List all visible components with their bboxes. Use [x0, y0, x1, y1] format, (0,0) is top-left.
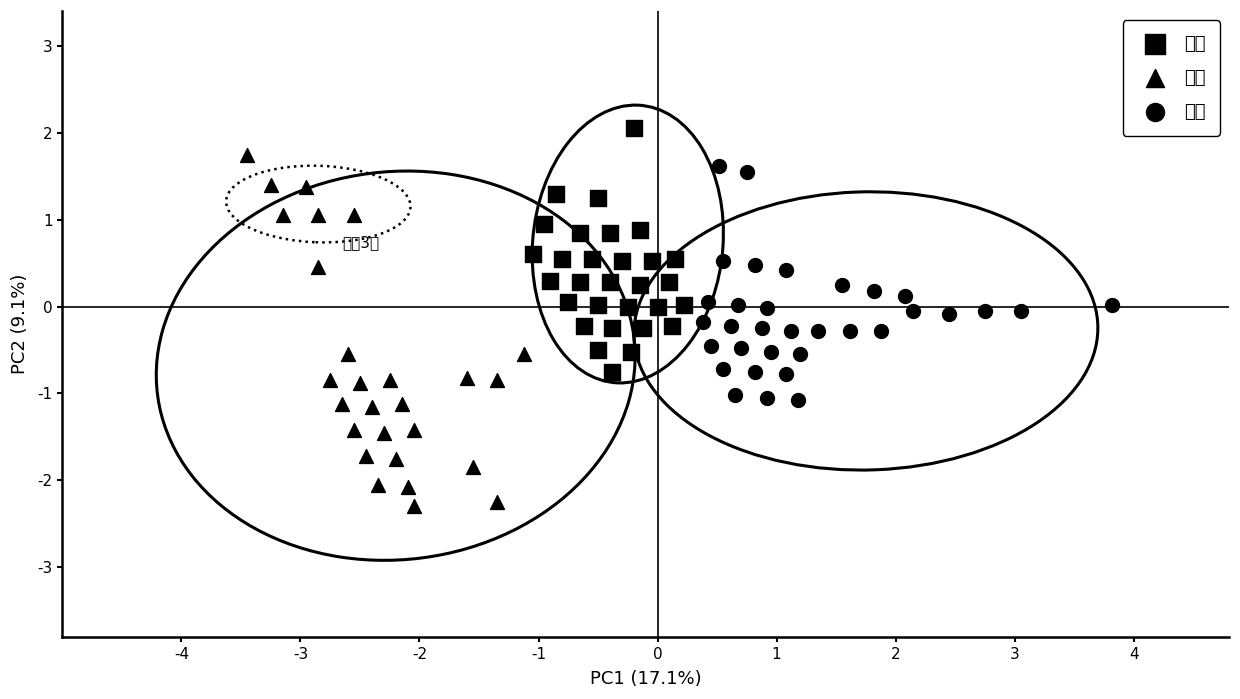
贵州: [368, 479, 388, 490]
云南: [1102, 299, 1122, 310]
云南: [872, 325, 892, 336]
河南: [611, 256, 631, 267]
Y-axis label: PC2 (9.1%): PC2 (9.1%): [11, 274, 29, 374]
贵州: [345, 210, 365, 221]
云南: [693, 317, 713, 328]
河南: [660, 277, 680, 288]
云南: [789, 395, 808, 406]
河南: [582, 253, 601, 264]
河南: [641, 256, 661, 267]
贵州: [296, 181, 316, 192]
云南: [776, 264, 796, 275]
贵州: [464, 462, 484, 473]
河南: [588, 192, 608, 203]
云南: [737, 166, 756, 178]
云南: [776, 369, 796, 380]
河南: [630, 280, 650, 291]
河南: [574, 320, 594, 331]
河南: [541, 275, 560, 286]
贵州: [320, 375, 340, 386]
云南: [1011, 305, 1030, 317]
贵州: [237, 149, 257, 160]
河南: [618, 301, 637, 312]
云南: [760, 346, 780, 357]
贵州: [309, 210, 329, 221]
云南: [790, 349, 810, 360]
云南: [745, 366, 765, 377]
云南: [713, 363, 733, 375]
贵州: [362, 401, 382, 412]
河南: [621, 346, 641, 357]
Legend: 河南, 贵州, 云南: 河南, 贵州, 云南: [1122, 20, 1220, 136]
河南: [662, 320, 682, 331]
云南: [722, 320, 742, 331]
云南: [713, 256, 733, 267]
河南: [570, 277, 590, 288]
贵州: [273, 210, 293, 221]
云南: [701, 340, 720, 352]
贵州: [309, 262, 329, 273]
贵州: [458, 373, 477, 384]
河南: [673, 299, 693, 310]
云南: [698, 296, 718, 308]
河南: [603, 366, 622, 377]
云南: [864, 285, 884, 296]
云南: [709, 160, 729, 171]
贵州: [386, 453, 405, 464]
Text: 南圩3号: 南圩3号: [342, 236, 379, 250]
河南: [534, 219, 554, 230]
云南: [808, 325, 828, 336]
河南: [600, 227, 620, 238]
云南: [745, 259, 765, 271]
贵州: [332, 398, 352, 410]
贵州: [398, 482, 418, 493]
河南: [647, 301, 667, 312]
贵州: [379, 375, 399, 386]
云南: [781, 325, 801, 336]
云南: [841, 325, 861, 336]
贵州: [339, 349, 358, 360]
贵州: [374, 427, 394, 438]
贵州: [260, 180, 280, 191]
河南: [634, 323, 653, 334]
河南: [630, 224, 650, 236]
贵州: [392, 398, 412, 410]
云南: [895, 291, 915, 302]
云南: [904, 305, 924, 317]
云南: [725, 389, 745, 401]
贵州: [487, 496, 507, 507]
河南: [666, 253, 686, 264]
河南: [600, 277, 620, 288]
贵州: [350, 377, 370, 389]
X-axis label: PC1 (17.1%): PC1 (17.1%): [590, 670, 702, 688]
贵州: [487, 375, 507, 386]
河南: [570, 227, 590, 238]
云南: [975, 305, 994, 317]
云南: [758, 303, 777, 314]
河南: [588, 299, 608, 310]
贵州: [404, 424, 424, 435]
云南: [832, 280, 852, 291]
云南: [729, 299, 749, 310]
贵州: [345, 424, 365, 435]
贵州: [356, 450, 376, 461]
河南: [603, 323, 622, 334]
河南: [558, 296, 578, 308]
云南: [753, 323, 773, 334]
贵州: [404, 501, 424, 512]
云南: [730, 343, 750, 354]
河南: [624, 123, 644, 134]
云南: [758, 392, 777, 403]
河南: [522, 249, 542, 260]
河南: [588, 345, 608, 356]
贵州: [515, 349, 534, 360]
云南: [939, 308, 959, 319]
河南: [552, 253, 572, 264]
河南: [547, 188, 567, 199]
